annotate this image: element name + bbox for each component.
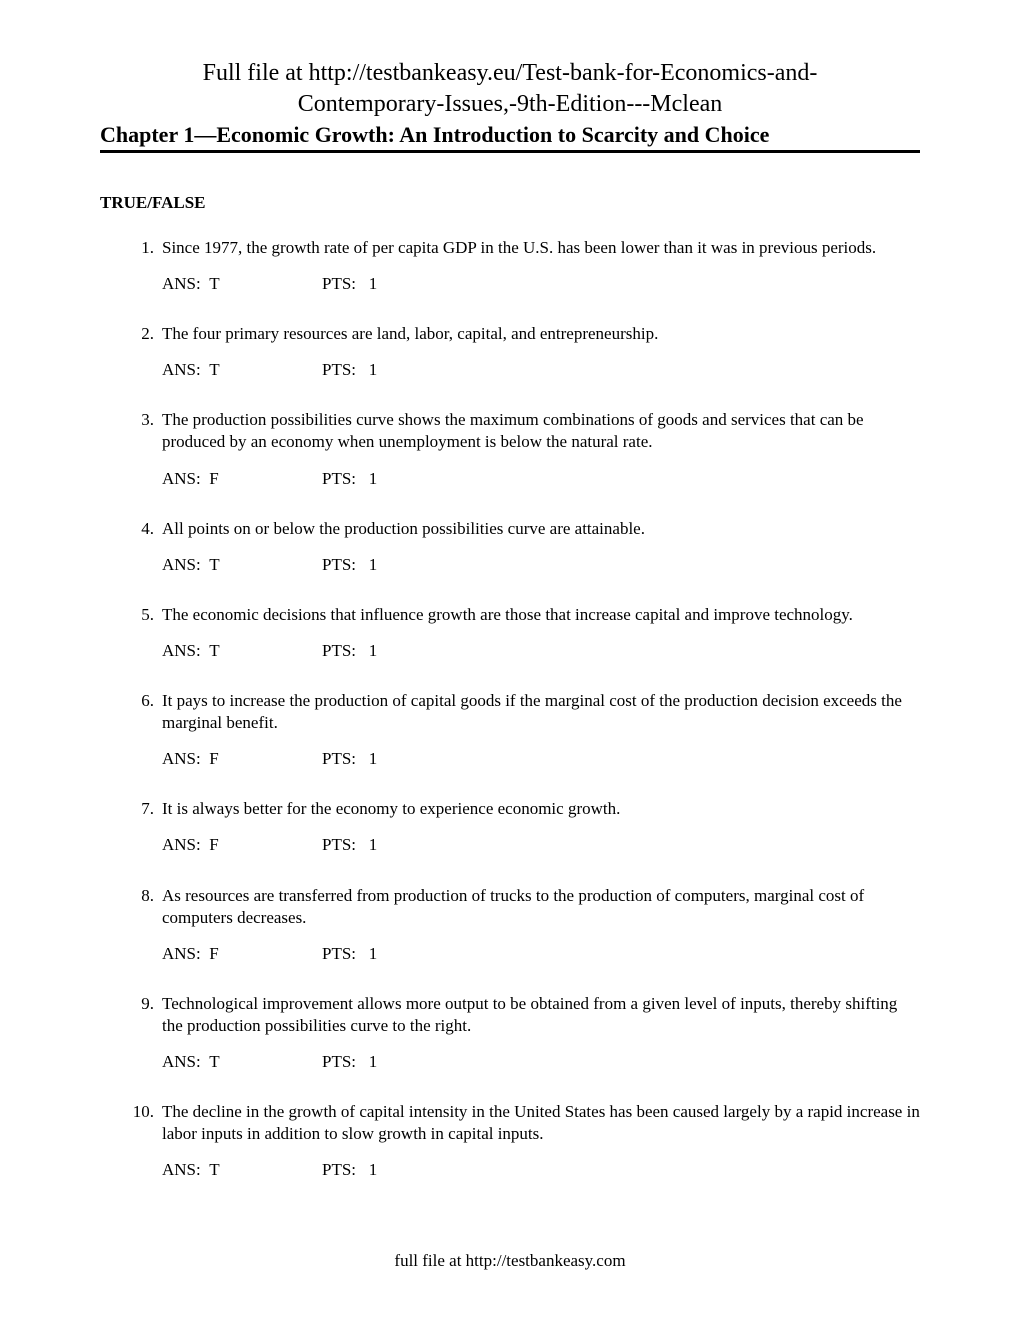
points-value: PTS: 1 (322, 359, 377, 381)
points-value: PTS: 1 (322, 554, 377, 576)
question-number: 1. (120, 237, 162, 315)
answer-value: ANS: T (162, 640, 322, 662)
answer-line: ANS: TPTS: 1 (162, 1051, 920, 1073)
header-link-line2: Contemporary-Issues,-9th-Edition---Mclea… (100, 91, 920, 118)
question-item: 9.Technological improvement allows more … (120, 993, 920, 1093)
question-text: It pays to increase the production of ca… (162, 690, 920, 734)
answer-line: ANS: TPTS: 1 (162, 273, 920, 295)
header-link-line1: Full file at http://testbankeasy.eu/Test… (100, 60, 920, 87)
question-text: All points on or below the production po… (162, 518, 920, 540)
answer-value: ANS: F (162, 468, 322, 490)
question-item: 8.As resources are transferred from prod… (120, 885, 920, 985)
points-value: PTS: 1 (322, 640, 377, 662)
question-item: 6.It pays to increase the production of … (120, 690, 920, 790)
question-item: 2.The four primary resources are land, l… (120, 323, 920, 401)
question-number: 3. (120, 409, 162, 509)
footer-text: full file at http://testbankeasy.com (100, 1251, 920, 1271)
question-number: 10. (120, 1101, 162, 1201)
answer-value: ANS: T (162, 359, 322, 381)
question-text: The economic decisions that influence gr… (162, 604, 920, 626)
answer-line: ANS: TPTS: 1 (162, 640, 920, 662)
question-number: 4. (120, 518, 162, 596)
question-text: The four primary resources are land, lab… (162, 323, 920, 345)
question-item: 4.All points on or below the production … (120, 518, 920, 596)
answer-line: ANS: TPTS: 1 (162, 554, 920, 576)
answer-value: ANS: F (162, 834, 322, 856)
question-body: The decline in the growth of capital int… (162, 1101, 920, 1201)
question-text: The decline in the growth of capital int… (162, 1101, 920, 1145)
question-body: It is always better for the economy to e… (162, 798, 920, 876)
question-body: The production possibilities curve shows… (162, 409, 920, 509)
points-value: PTS: 1 (322, 834, 377, 856)
question-text: Technological improvement allows more ou… (162, 993, 920, 1037)
points-value: PTS: 1 (322, 273, 377, 295)
question-body: Since 1977, the growth rate of per capit… (162, 237, 920, 315)
question-number: 9. (120, 993, 162, 1093)
answer-line: ANS: TPTS: 1 (162, 359, 920, 381)
question-text: It is always better for the economy to e… (162, 798, 920, 820)
section-title: TRUE/FALSE (100, 193, 920, 213)
chapter-title: Chapter 1—Economic Growth: An Introducti… (100, 122, 920, 153)
question-body: The economic decisions that influence gr… (162, 604, 920, 682)
question-item: 1.Since 1977, the growth rate of per cap… (120, 237, 920, 315)
answer-line: ANS: FPTS: 1 (162, 748, 920, 770)
points-value: PTS: 1 (322, 748, 377, 770)
question-number: 6. (120, 690, 162, 790)
question-number: 7. (120, 798, 162, 876)
question-item: 10.The decline in the growth of capital … (120, 1101, 920, 1201)
answer-line: ANS: FPTS: 1 (162, 943, 920, 965)
question-body: As resources are transferred from produc… (162, 885, 920, 985)
answer-line: ANS: TPTS: 1 (162, 1159, 920, 1181)
question-body: The four primary resources are land, lab… (162, 323, 920, 401)
points-value: PTS: 1 (322, 1051, 377, 1073)
answer-line: ANS: FPTS: 1 (162, 468, 920, 490)
answer-line: ANS: FPTS: 1 (162, 834, 920, 856)
points-value: PTS: 1 (322, 943, 377, 965)
question-text: Since 1977, the growth rate of per capit… (162, 237, 920, 259)
question-text: As resources are transferred from produc… (162, 885, 920, 929)
question-body: All points on or below the production po… (162, 518, 920, 596)
question-text: The production possibilities curve shows… (162, 409, 920, 453)
question-number: 5. (120, 604, 162, 682)
answer-value: ANS: T (162, 554, 322, 576)
answer-value: ANS: F (162, 748, 322, 770)
question-item: 5.The economic decisions that influence … (120, 604, 920, 682)
answer-value: ANS: T (162, 1159, 322, 1181)
question-body: It pays to increase the production of ca… (162, 690, 920, 790)
answer-value: ANS: F (162, 943, 322, 965)
points-value: PTS: 1 (322, 468, 377, 490)
answer-value: ANS: T (162, 1051, 322, 1073)
question-number: 2. (120, 323, 162, 401)
question-item: 7.It is always better for the economy to… (120, 798, 920, 876)
question-number: 8. (120, 885, 162, 985)
question-list: 1.Since 1977, the growth rate of per cap… (120, 237, 920, 1201)
points-value: PTS: 1 (322, 1159, 377, 1181)
answer-value: ANS: T (162, 273, 322, 295)
question-item: 3.The production possibilities curve sho… (120, 409, 920, 509)
question-body: Technological improvement allows more ou… (162, 993, 920, 1093)
